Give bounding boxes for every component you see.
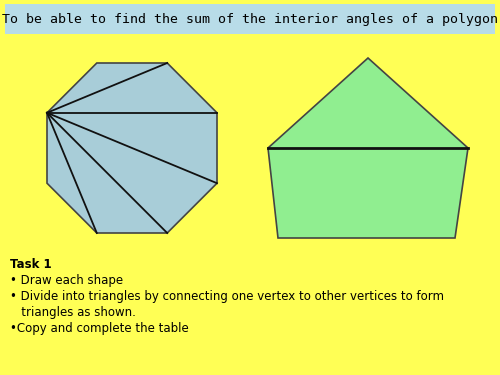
Polygon shape — [268, 58, 468, 238]
Text: • Divide into triangles by connecting one vertex to other vertices to form: • Divide into triangles by connecting on… — [10, 290, 444, 303]
FancyBboxPatch shape — [5, 4, 495, 34]
Text: To be able to find the sum of the interior angles of a polygon: To be able to find the sum of the interi… — [2, 13, 498, 27]
Polygon shape — [47, 63, 217, 233]
Text: Task 1: Task 1 — [10, 258, 51, 271]
Text: • Draw each shape: • Draw each shape — [10, 274, 123, 287]
Text: •Copy and complete the table: •Copy and complete the table — [10, 322, 189, 335]
Text: triangles as shown.: triangles as shown. — [10, 306, 136, 319]
